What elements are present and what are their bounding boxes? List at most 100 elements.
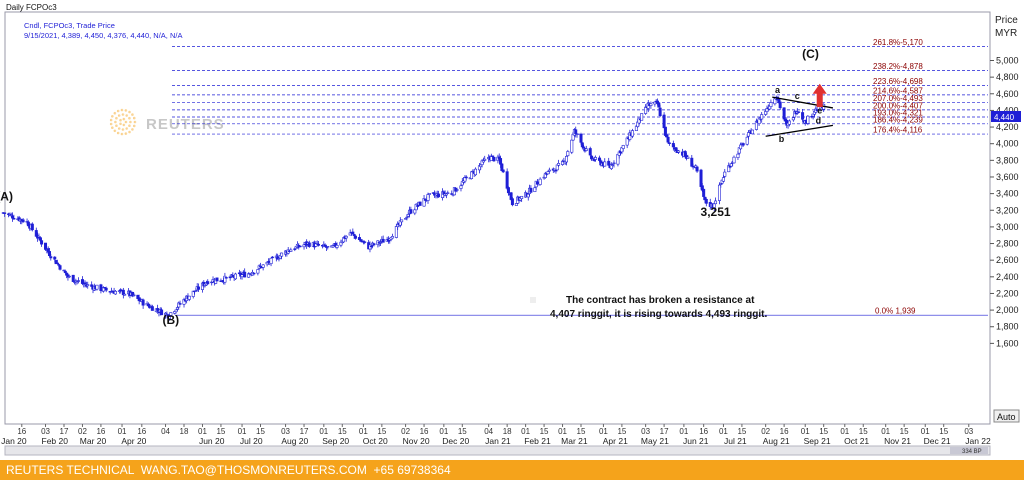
month-label: Aug 21 (763, 436, 790, 446)
candle-up (611, 164, 615, 166)
candle-up (326, 246, 330, 248)
price-ticks: 1,600 1,800 2,000 2,200 2,400 2,600 2,800 3,000… (990, 56, 1019, 348)
logo-dot (120, 108, 124, 112)
candle-up (538, 178, 542, 185)
price-chart: REUTERS Daily FCPOc3 Cndl, FCPOc3, Trade… (0, 3, 1021, 456)
candle-down (437, 193, 441, 198)
candle-down (782, 107, 786, 120)
candle-down (83, 282, 87, 285)
candle-up (566, 151, 570, 157)
logo-dot (119, 122, 122, 126)
candle-down (778, 101, 782, 109)
candle-up (791, 117, 795, 121)
logo-dot (119, 118, 122, 122)
candle-down (501, 169, 505, 173)
auto-scale-button[interactable] (993, 409, 1020, 423)
candle-up (95, 284, 99, 290)
logo-dot (131, 128, 134, 131)
candle-up (564, 156, 568, 163)
candle-down (243, 271, 247, 278)
logo-dot (115, 124, 118, 127)
candle-down (797, 111, 801, 113)
logo-dot (133, 124, 136, 128)
candle-up (379, 241, 383, 244)
candle-up (223, 275, 227, 283)
candle-up (677, 150, 681, 153)
fib-label-8: 176.4%-4,116 (873, 126, 923, 135)
candle-down (44, 242, 48, 250)
candle-down (40, 240, 44, 245)
day-tick-label: 03 (964, 427, 973, 436)
candle-up (714, 200, 718, 205)
logo-dot (122, 123, 126, 127)
candle-down (3, 212, 7, 214)
day-tick-label: 03 (281, 427, 290, 436)
price-tick-label: 2,600 (996, 255, 1019, 265)
candle-up (557, 163, 561, 166)
triangle-pattern (765, 83, 834, 137)
logo-dot (128, 116, 131, 120)
day-tick-label: 16 (780, 427, 789, 436)
candle-down (671, 143, 675, 148)
candle-down (206, 281, 210, 285)
candle-up (686, 156, 690, 159)
candle-down (231, 275, 235, 277)
candle-up (194, 290, 198, 292)
day-tick-label: 15 (617, 427, 626, 436)
last-price-tag (991, 111, 1021, 122)
candle-up (470, 171, 474, 180)
candle-up (459, 185, 463, 189)
candle-up (169, 312, 173, 316)
candle-down (582, 146, 586, 148)
candle-down (11, 215, 15, 219)
day-tick-label: 16 (420, 427, 429, 436)
plot-area (4, 11, 991, 425)
candle-down (353, 235, 357, 239)
fib-label-6: 193.0%-4,321 (873, 108, 923, 117)
candle-down (492, 156, 496, 162)
month-label: Oct 21 (844, 436, 869, 446)
month-label: Apr 21 (603, 436, 628, 446)
candle-down (352, 234, 356, 236)
candle-down (666, 136, 670, 143)
candle-up (616, 153, 620, 165)
logo-dot (124, 132, 128, 135)
candle-down (317, 243, 321, 246)
month-label: Jan 20 (1, 436, 27, 446)
candle-up (729, 163, 733, 167)
month-label: Apr 20 (121, 436, 146, 446)
candle-up (481, 160, 485, 163)
price-tick-label: 3,600 (996, 172, 1019, 182)
month-label: Aug 20 (281, 436, 308, 446)
candle-up (732, 156, 736, 164)
candle-up (736, 153, 740, 158)
candle-down (580, 142, 584, 148)
logo-dot (111, 115, 114, 118)
candle-down (510, 198, 514, 206)
candle-up (394, 226, 398, 238)
candle-up (455, 189, 459, 191)
candle-up (546, 171, 550, 175)
logo-dot (129, 120, 132, 124)
candle-down (662, 114, 666, 129)
day-tick-label: 15 (900, 427, 909, 436)
candle-down (674, 147, 678, 151)
scrollbar-thumb[interactable] (950, 447, 988, 454)
day-tick-label: 03 (641, 427, 650, 436)
day-tick-label: 18 (503, 427, 512, 436)
candle-down (529, 187, 533, 193)
day-tick-label: 17 (300, 427, 309, 436)
bp-readout: 334 BP (962, 449, 982, 455)
candle-up (233, 273, 237, 280)
candle-up (404, 218, 408, 220)
day-tick-label: 01 (118, 427, 127, 436)
candle-down (30, 223, 34, 231)
candle-down (741, 143, 745, 146)
time-scrollbar[interactable] (4, 445, 991, 456)
price-axis-title: Price (995, 15, 1018, 26)
fib-label-9: 0.0% 1,939 (875, 307, 916, 316)
candle-up (414, 204, 418, 211)
day-tick-label: 18 (180, 427, 189, 436)
candle-down (657, 102, 661, 108)
day-tick-label: 01 (521, 427, 530, 436)
